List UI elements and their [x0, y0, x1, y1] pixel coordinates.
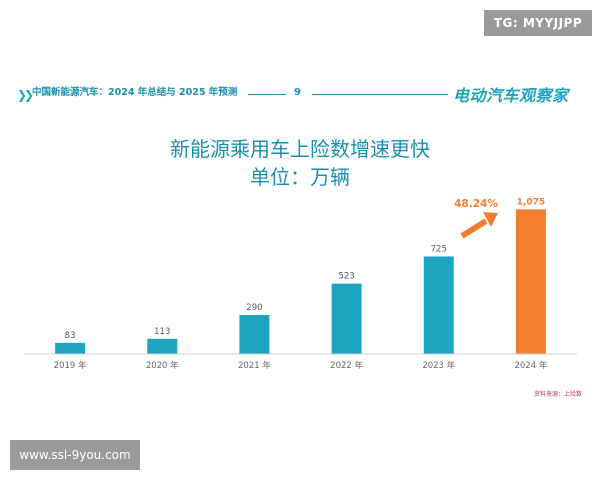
- brand-logo: 电动汽车观察家: [453, 86, 569, 105]
- bar: [331, 283, 362, 354]
- watermark: www.ssl-9you.com: [10, 440, 140, 470]
- header-divider-right: [312, 94, 448, 95]
- source-note: 资料来源：上险数: [534, 391, 583, 398]
- double-chevron-right-icon: ❯❯: [17, 88, 34, 102]
- data-label: 725: [431, 244, 447, 254]
- slide-header: ❯❯ 中国新能源汽车：2024 年总结与 2025 年预测 9 电动汽车观察家: [0, 86, 600, 116]
- bar: [147, 338, 178, 354]
- data-label: 113: [154, 327, 170, 337]
- x-tick-label: 2023 年: [422, 360, 455, 371]
- data-label: 83: [65, 331, 76, 341]
- arrow-up-right-icon: [460, 218, 488, 239]
- header-divider-left: [248, 94, 286, 95]
- page-number: 9: [294, 87, 301, 98]
- bar: [239, 314, 270, 354]
- chart-subtitle: 单位：万辆: [250, 165, 350, 189]
- header-title: 中国新能源汽车：2024 年总结与 2025 年预测: [32, 87, 238, 98]
- x-tick-label: 2021 年: [238, 360, 271, 371]
- data-label: 1,075: [517, 197, 545, 207]
- x-tick-label: 2024 年: [514, 360, 547, 371]
- chart-title: 新能源乘用车上险数增速更快: [170, 137, 430, 161]
- x-tick-label: 2020 年: [146, 360, 179, 371]
- arrow-head: [483, 212, 498, 227]
- bar: [423, 256, 454, 354]
- growth-annotation: 48.24%: [454, 198, 498, 210]
- bar: [55, 342, 86, 354]
- bar: [515, 209, 546, 354]
- tg-badge: TG: MYYJJPP: [484, 10, 592, 36]
- x-tick-label: 2019 年: [54, 360, 87, 371]
- x-tick-label: 2022 年: [330, 360, 363, 371]
- data-label: 523: [338, 272, 354, 282]
- data-label: 290: [246, 303, 262, 313]
